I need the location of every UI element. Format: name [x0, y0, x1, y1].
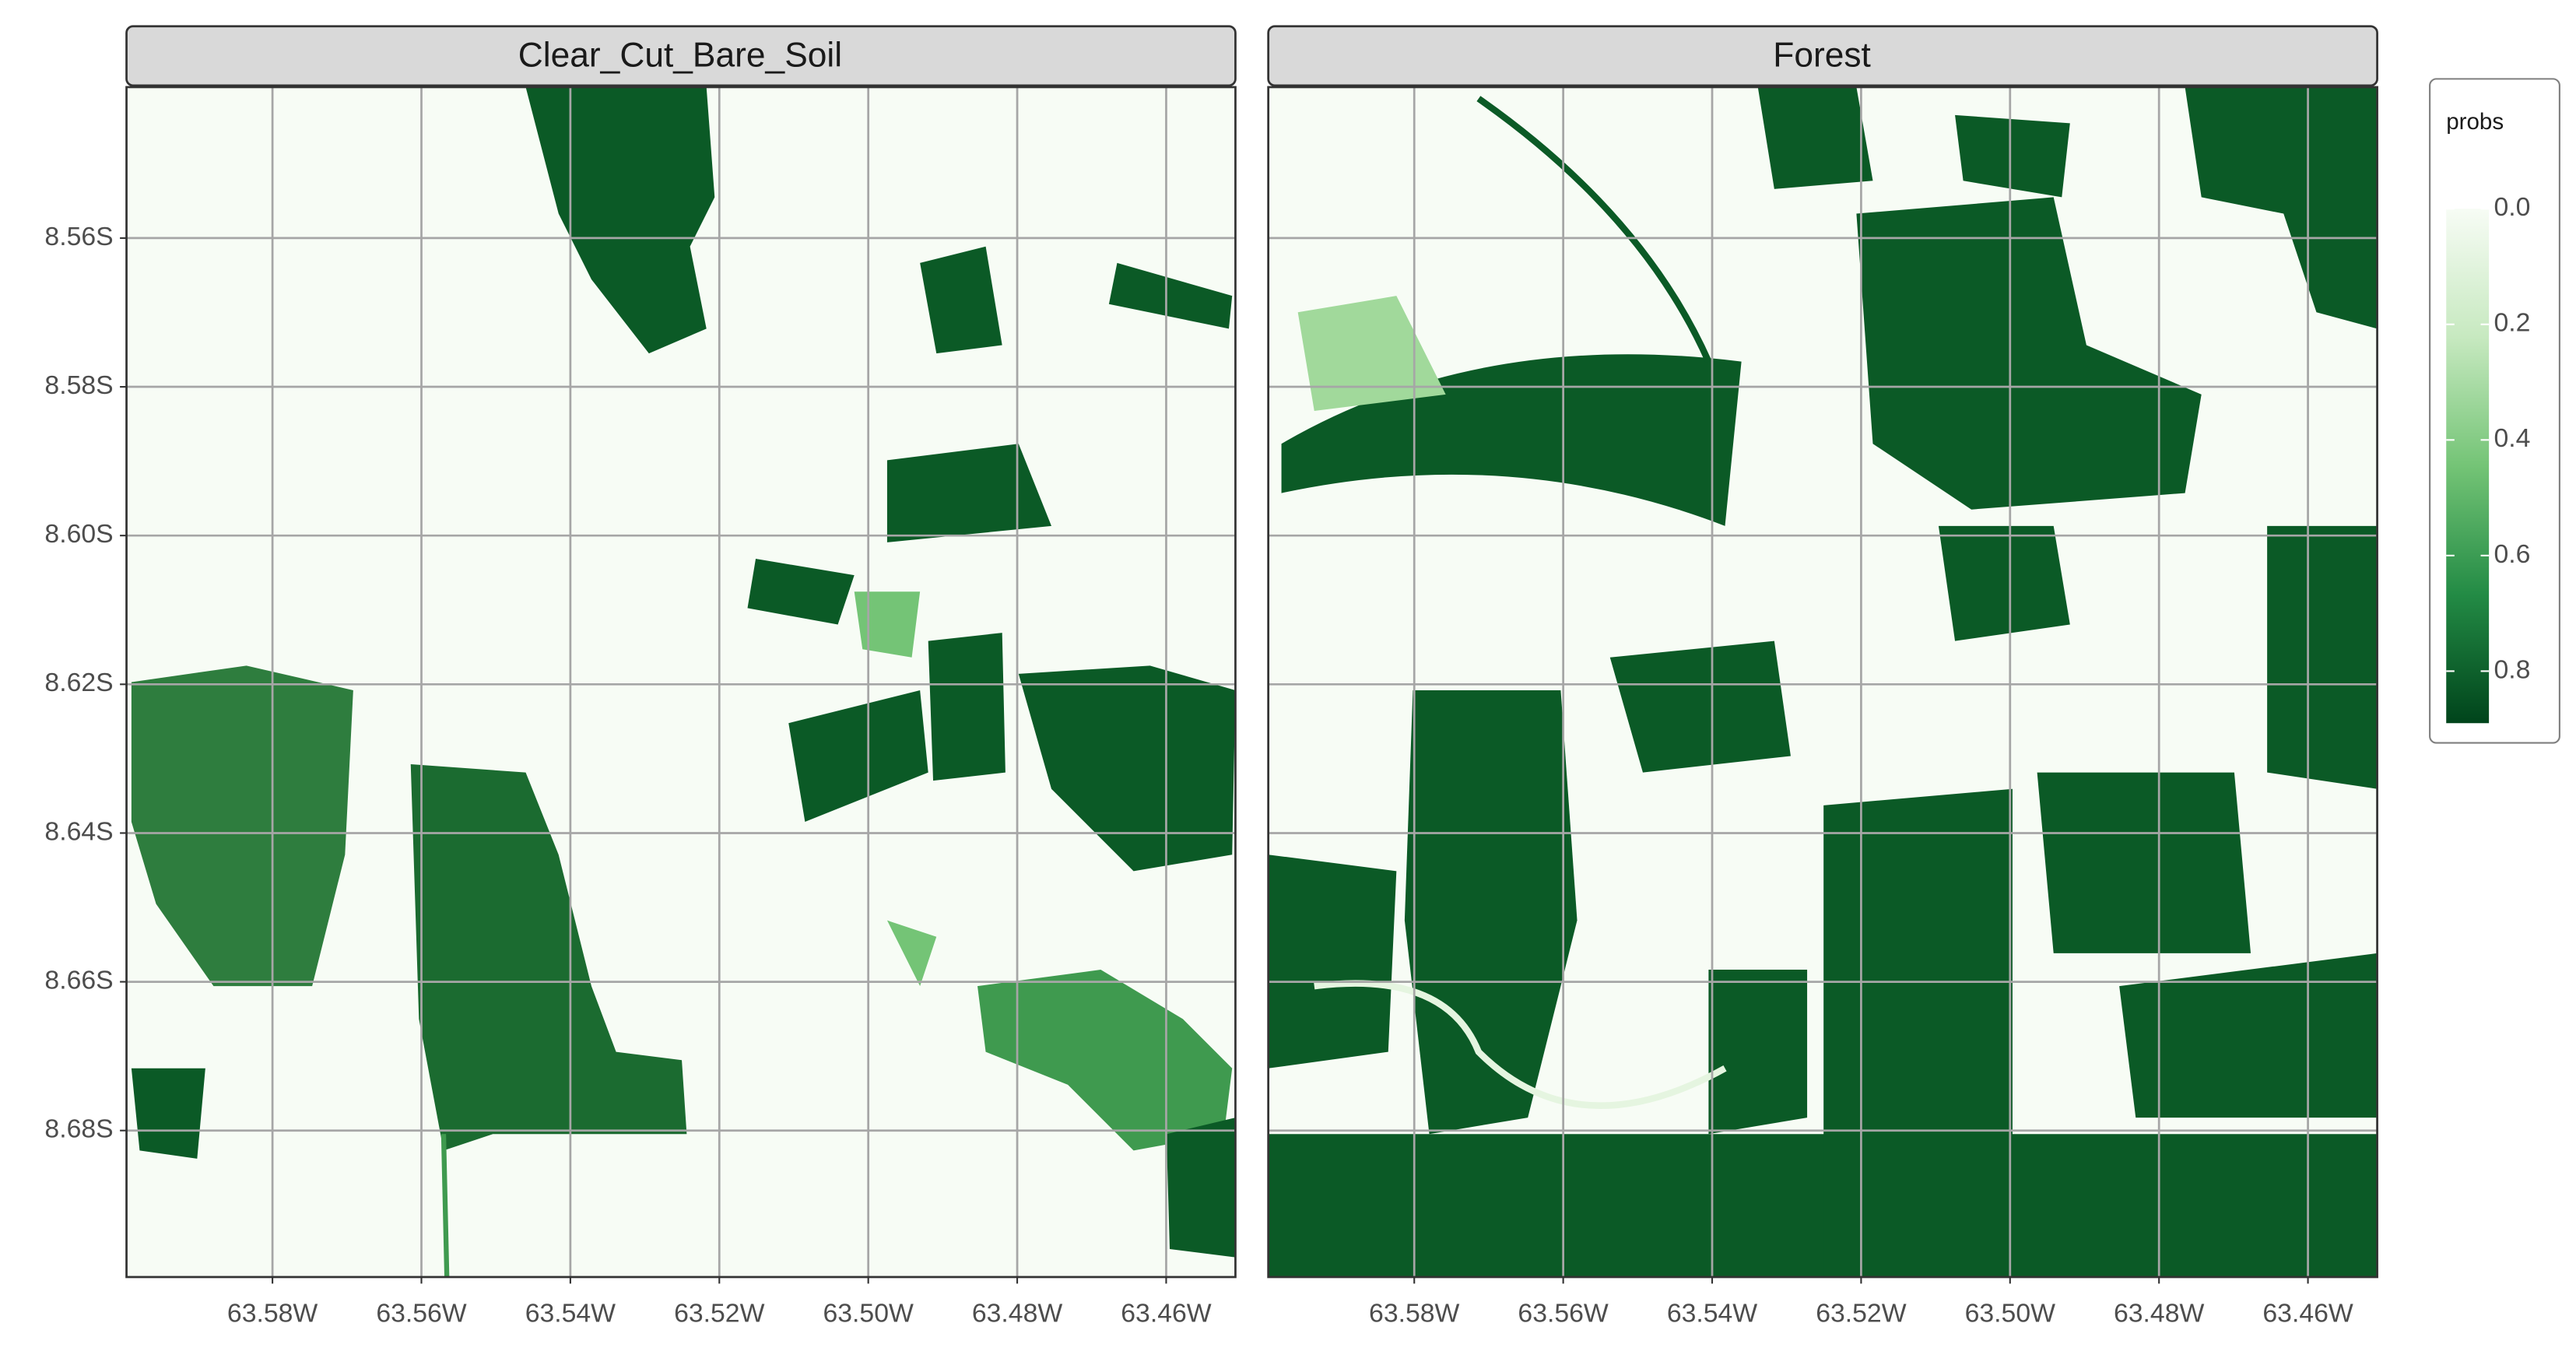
x-tick-label: 63.48W — [2114, 1298, 2204, 1328]
x-tick-label: 63.56W — [1518, 1298, 1608, 1328]
y-tick-label: 8.62S — [44, 668, 113, 697]
x-tick-label: 63.54W — [525, 1298, 616, 1328]
colorbar — [2446, 209, 2490, 724]
facet-title: Forest — [1773, 37, 1871, 75]
panel-border — [125, 86, 1237, 1279]
x-tick-label: 63.46W — [2262, 1298, 2353, 1328]
x-tick-label: 63.48W — [972, 1298, 1062, 1328]
facet-strip — [125, 25, 1237, 87]
legend-title: probs — [2446, 109, 2504, 135]
x-tick-label: 63.50W — [823, 1298, 913, 1328]
grid — [126, 86, 2378, 1277]
y-tick-label: 8.56S — [44, 222, 113, 251]
panel-border — [1267, 86, 2378, 1279]
legend-tick-label: 0.2 — [2494, 308, 2530, 338]
facet-strip — [1267, 25, 2378, 87]
y-tick-label: 8.64S — [44, 816, 113, 846]
y-tick-label: 8.68S — [44, 1114, 113, 1144]
x-tick-label: 63.52W — [674, 1298, 764, 1328]
x-tick-label: 63.58W — [227, 1298, 318, 1328]
y-tick-label: 8.60S — [44, 519, 113, 549]
legend-tick-label: 0.6 — [2494, 539, 2530, 569]
raster — [1268, 86, 2378, 1277]
y-tick-label: 8.58S — [44, 370, 113, 400]
x-tick-label: 63.54W — [1667, 1298, 1757, 1328]
x-tick-label: 63.46W — [1121, 1298, 1211, 1328]
x-tick-label: 63.56W — [376, 1298, 466, 1328]
x-tick-label: 63.50W — [1965, 1298, 2055, 1328]
x-tick-label: 63.58W — [1369, 1298, 1459, 1328]
legend-tick-label: 0.4 — [2494, 423, 2530, 453]
facet-title: Clear_Cut_Bare_Soil — [518, 37, 842, 75]
y-tick-label: 8.66S — [44, 965, 113, 995]
raster — [131, 86, 1236, 1277]
legend-tick-label: 0.0 — [2494, 192, 2530, 222]
legend-tick-label: 0.8 — [2494, 654, 2530, 684]
x-tick-label: 63.52W — [1816, 1298, 1906, 1328]
